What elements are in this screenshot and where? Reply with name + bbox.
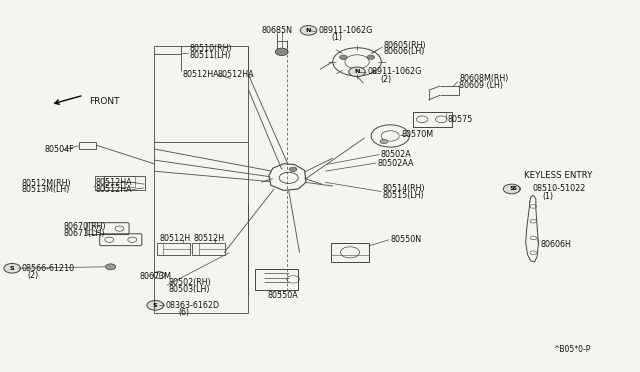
Text: S: S: [513, 186, 516, 192]
Text: 80513M(LH): 80513M(LH): [21, 185, 70, 194]
Text: 80512HA: 80512HA: [218, 70, 255, 79]
Text: 08911-1062G: 08911-1062G: [368, 67, 422, 76]
Bar: [192, 243, 225, 254]
Text: 80670(RH): 80670(RH): [63, 222, 106, 231]
Text: 80514(RH): 80514(RH): [383, 185, 425, 193]
Text: 80550A: 80550A: [268, 291, 298, 300]
Text: 80685N: 80685N: [261, 26, 292, 35]
Bar: [104, 176, 135, 182]
Text: 80512H: 80512H: [159, 234, 190, 243]
Circle shape: [353, 69, 361, 73]
Text: KEYLESS ENTRY: KEYLESS ENTRY: [524, 171, 593, 180]
Circle shape: [380, 139, 388, 144]
Text: S: S: [153, 303, 157, 308]
Text: FRONT: FRONT: [89, 97, 119, 106]
Text: 80673M: 80673M: [140, 272, 172, 281]
Text: 08911-1062G: 08911-1062G: [319, 26, 373, 35]
Text: 80608M(RH): 80608M(RH): [460, 74, 509, 83]
Text: 80512H: 80512H: [193, 234, 225, 243]
Text: 80575: 80575: [448, 115, 473, 124]
Bar: [413, 112, 452, 127]
Circle shape: [340, 55, 348, 60]
Text: 80512HA: 80512HA: [182, 70, 220, 79]
Text: 80504F: 80504F: [44, 145, 74, 154]
Text: 80511(LH): 80511(LH): [189, 51, 230, 60]
Bar: [95, 176, 145, 190]
Circle shape: [154, 302, 164, 308]
Circle shape: [275, 48, 288, 55]
Text: 80609 (LH): 80609 (LH): [460, 81, 503, 90]
Text: (1): (1): [542, 192, 554, 201]
Text: 80503(LH): 80503(LH): [168, 285, 209, 294]
Bar: [332, 243, 369, 262]
Text: ^B05*0-P: ^B05*0-P: [553, 345, 591, 354]
Text: 80502AA: 80502AA: [378, 158, 414, 167]
Circle shape: [503, 184, 520, 194]
Text: 80502(RH): 80502(RH): [168, 278, 211, 287]
Circle shape: [509, 186, 520, 192]
Text: 80550N: 80550N: [390, 235, 421, 244]
Text: 08363-6162D: 08363-6162D: [166, 301, 220, 310]
Bar: [79, 141, 97, 149]
Circle shape: [300, 26, 317, 35]
Text: 80570M: 80570M: [402, 130, 434, 140]
Text: 80512HA: 80512HA: [95, 185, 132, 194]
Text: (2): (2): [28, 271, 39, 280]
Text: S: S: [10, 266, 15, 271]
Circle shape: [4, 263, 20, 273]
Text: 80510(RH): 80510(RH): [189, 44, 232, 53]
Text: (2): (2): [381, 75, 392, 84]
Text: 80512M(RH): 80512M(RH): [21, 179, 71, 187]
Text: (1): (1): [332, 33, 342, 42]
Text: 08566-61210: 08566-61210: [21, 264, 74, 273]
Circle shape: [349, 67, 365, 77]
Circle shape: [367, 55, 374, 60]
Text: S: S: [509, 186, 514, 192]
Text: 80502A: 80502A: [381, 150, 412, 159]
Text: 80515(LH): 80515(LH): [383, 191, 424, 200]
Text: 80512HA: 80512HA: [95, 178, 132, 187]
Text: 08510-51022: 08510-51022: [532, 185, 586, 193]
Text: 80605(RH): 80605(RH): [384, 41, 426, 50]
Text: (6): (6): [178, 308, 189, 317]
Text: N: N: [306, 28, 311, 33]
Circle shape: [147, 301, 164, 310]
Bar: [255, 269, 298, 290]
Circle shape: [289, 167, 297, 171]
Text: N: N: [355, 69, 360, 74]
Text: 80606H: 80606H: [540, 240, 571, 249]
Bar: [104, 182, 135, 187]
Text: 80671(LH): 80671(LH): [63, 229, 105, 238]
Bar: [157, 243, 189, 254]
Text: 80606(LH): 80606(LH): [384, 47, 425, 56]
Circle shape: [106, 264, 116, 270]
